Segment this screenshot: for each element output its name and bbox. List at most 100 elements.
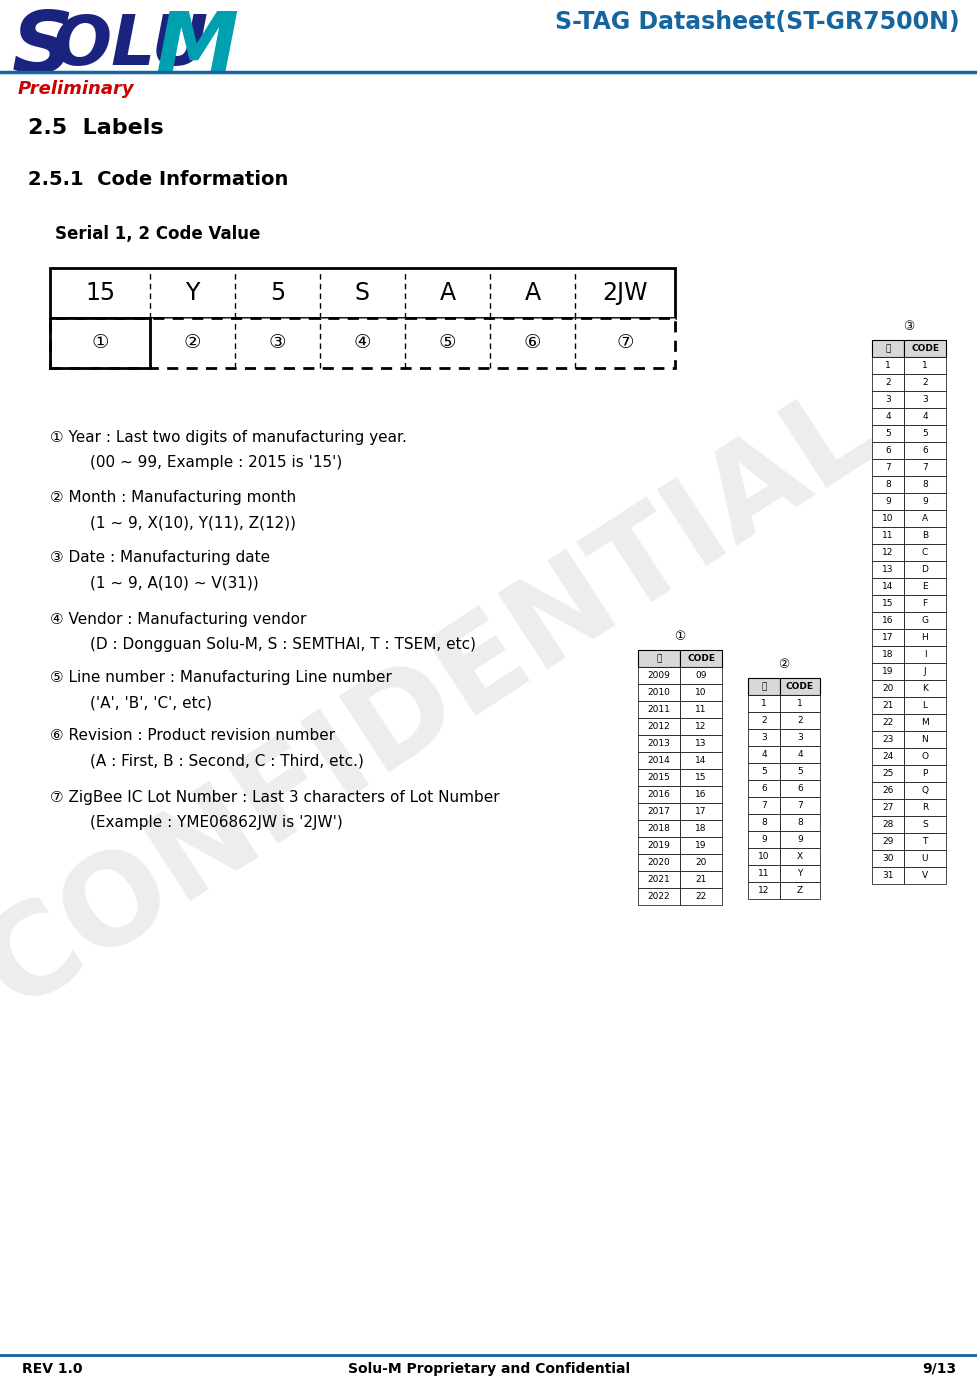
Text: 2014: 2014 <box>647 755 669 765</box>
Text: S: S <box>12 8 74 91</box>
Text: 2: 2 <box>796 717 802 725</box>
Bar <box>903 681 945 697</box>
Text: O: O <box>920 753 927 761</box>
Bar <box>903 340 945 358</box>
Text: Z: Z <box>796 886 802 895</box>
Bar <box>637 753 679 769</box>
Text: 월: 월 <box>760 682 766 692</box>
Text: 30: 30 <box>881 854 893 863</box>
Text: 20: 20 <box>695 858 706 868</box>
Text: 1: 1 <box>884 360 890 370</box>
Bar <box>903 578 945 595</box>
Bar <box>903 868 945 884</box>
Text: 9: 9 <box>760 834 766 844</box>
Text: 11: 11 <box>757 869 769 877</box>
Text: S: S <box>355 281 369 305</box>
Text: REV 1.0: REV 1.0 <box>21 1362 82 1376</box>
Bar <box>780 848 819 865</box>
Bar <box>747 797 780 814</box>
Text: Serial 1, 2 Code Value: Serial 1, 2 Code Value <box>55 225 260 243</box>
Text: (00 ~ 99, Example : 2015 is '15'): (00 ~ 99, Example : 2015 is '15') <box>90 455 342 470</box>
Text: S-TAG Datasheet(ST-GR7500N): S-TAG Datasheet(ST-GR7500N) <box>555 10 959 35</box>
Bar <box>679 786 721 802</box>
Text: 년: 년 <box>656 654 661 663</box>
Text: 2010: 2010 <box>647 687 670 697</box>
Text: C: C <box>921 547 927 557</box>
Text: 14: 14 <box>881 582 893 590</box>
Bar <box>747 780 780 797</box>
Bar <box>871 527 903 543</box>
Text: 3: 3 <box>884 395 890 403</box>
Text: 09: 09 <box>695 671 706 681</box>
Text: ⑦: ⑦ <box>616 334 633 352</box>
Text: 19: 19 <box>881 667 893 676</box>
Bar <box>871 391 903 407</box>
Text: Preliminary: Preliminary <box>18 80 135 98</box>
Bar <box>871 442 903 459</box>
Text: R: R <box>921 802 927 812</box>
Text: 12: 12 <box>757 886 769 895</box>
Bar <box>747 814 780 832</box>
Text: 24: 24 <box>881 753 893 761</box>
Text: D: D <box>920 565 927 574</box>
Bar <box>903 561 945 578</box>
Bar <box>679 888 721 905</box>
Text: 10: 10 <box>695 687 706 697</box>
Bar <box>871 681 903 697</box>
Text: CODE: CODE <box>786 682 813 692</box>
Bar <box>903 663 945 681</box>
Text: (Example : YME06862JW is '2JW'): (Example : YME06862JW is '2JW') <box>90 815 342 830</box>
Text: A: A <box>921 514 927 523</box>
Text: 5: 5 <box>884 430 890 438</box>
Text: T: T <box>921 837 927 845</box>
Bar <box>871 426 903 442</box>
Bar <box>780 881 819 900</box>
Text: 3: 3 <box>921 395 927 403</box>
Bar <box>637 870 679 888</box>
Text: 9: 9 <box>884 498 890 506</box>
Text: 8: 8 <box>921 480 927 489</box>
Text: 4: 4 <box>796 750 802 760</box>
Text: 2.5.1  Code Information: 2.5.1 Code Information <box>28 170 288 188</box>
Bar <box>679 667 721 685</box>
Bar <box>679 718 721 735</box>
Text: 17: 17 <box>881 633 893 642</box>
Text: 7: 7 <box>921 463 927 473</box>
Bar <box>871 629 903 646</box>
Text: 31: 31 <box>881 870 893 880</box>
Bar <box>747 694 780 712</box>
Text: ② Month : Manufacturing month: ② Month : Manufacturing month <box>50 491 296 505</box>
Bar <box>903 459 945 475</box>
Bar <box>637 837 679 854</box>
Bar <box>780 865 819 881</box>
Text: 2020: 2020 <box>647 858 669 868</box>
Bar <box>871 595 903 613</box>
Text: 13: 13 <box>695 739 706 748</box>
Text: ⑥: ⑥ <box>524 334 540 352</box>
Text: 28: 28 <box>881 821 893 829</box>
Text: 13: 13 <box>881 565 893 574</box>
Text: 2017: 2017 <box>647 807 670 816</box>
Text: 9: 9 <box>796 834 802 844</box>
Text: ④ Vendor : Manufacturing vendor: ④ Vendor : Manufacturing vendor <box>50 613 306 626</box>
Bar <box>903 475 945 493</box>
Bar <box>871 714 903 730</box>
Text: J: J <box>922 667 925 676</box>
Bar <box>679 685 721 701</box>
Bar <box>747 848 780 865</box>
Text: 2018: 2018 <box>647 825 670 833</box>
Text: N: N <box>920 735 927 744</box>
Text: 2009: 2009 <box>647 671 670 681</box>
Bar <box>637 786 679 802</box>
Text: G: G <box>920 615 927 625</box>
Text: 25: 25 <box>881 769 893 778</box>
Text: 18: 18 <box>695 825 706 833</box>
Bar <box>637 769 679 786</box>
Bar <box>871 561 903 578</box>
Bar <box>871 646 903 663</box>
Text: 9: 9 <box>921 498 927 506</box>
Text: 11: 11 <box>695 705 706 714</box>
Text: 23: 23 <box>881 735 893 744</box>
Bar <box>780 746 819 764</box>
Bar <box>871 833 903 850</box>
